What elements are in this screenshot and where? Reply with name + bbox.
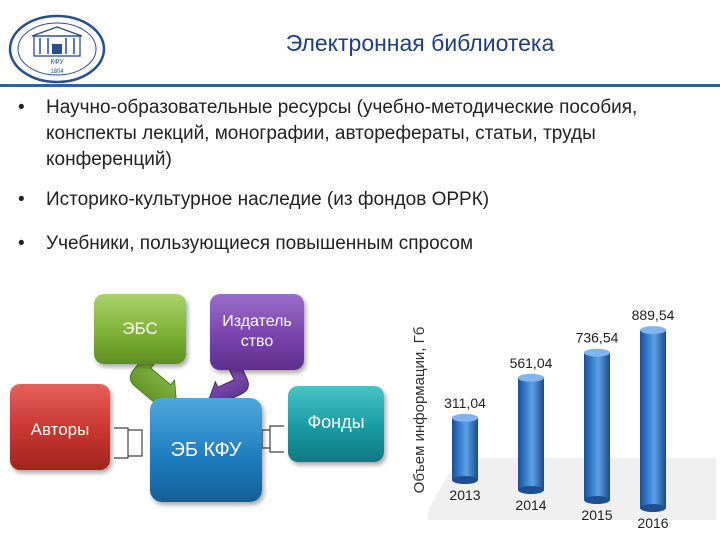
tick-label-2014: 2014 [515,497,546,513]
bar-2015 [584,352,610,500]
bar-2013 [452,417,478,480]
box-eb-kfu: ЭБ КФУ [150,398,262,502]
bullet-item: • Историко-культурное наследие (из фондов… [14,187,704,213]
bullet-text: Учебники, пользующиеся повышенным спросо… [46,233,474,254]
data-label-2014: 561,04 [510,355,553,371]
bar-base-2013 [452,476,478,484]
bar-2014 [518,377,544,490]
box-izdatelstvo: Издатель ство [210,294,304,370]
y-axis-label: Объем информации, Гб [411,327,428,494]
bar-base-2015 [584,496,610,504]
arrow-fondy [269,425,284,453]
header-divider [0,84,720,87]
bullet-dot: • [18,97,25,118]
tick-label-2016: 2016 [637,515,668,531]
data-label-2013: 311,04 [444,395,486,411]
box-ebs: ЭБС [94,294,186,364]
box-fondy: Фонды [288,386,384,462]
bullet-text: Историко-культурное наследие (из фондов … [46,189,490,210]
bullet-dot: • [18,189,25,210]
page-title: Электронная библиотека [285,30,555,56]
arrow-fondy-tick [261,429,270,449]
box-avtory: Авторы [10,384,110,470]
bullet-item: • Научно-образовательные ресурсы (учебно-… [14,95,704,173]
arrow-avtory [114,427,129,459]
bullet-text: Научно-образовательные ресурсы (учебно-м… [46,97,638,170]
kfu-logo: КФУ 1804 [8,14,106,84]
bar-top-2014 [518,373,544,382]
logo-year: 1804 [50,69,64,75]
data-label-2016: 889,54 [632,307,675,323]
bullet-dot: • [18,233,25,254]
arrow-avtory-tick [128,429,143,457]
bar-2016 [640,330,666,508]
data-label-2015: 736,54 [576,330,619,346]
bar-top-2013 [452,413,478,422]
tick-label-2015: 2015 [581,507,612,523]
bullet-list: • Научно-образовательные ресурсы (учебно-… [14,95,704,257]
bar-top-2016 [640,326,666,335]
bar-base-2014 [518,486,544,494]
logo-text: КФУ [50,59,64,66]
bullet-item: • Учебники, пользующиеся повышенным спрос… [14,231,704,257]
bar-base-2016 [640,504,666,512]
tick-label-2013: 2013 [449,487,480,503]
storage-chart: Объем информации, Гб 311,04 2013 561,04 201… [411,307,716,531]
bar-top-2015 [584,348,610,357]
